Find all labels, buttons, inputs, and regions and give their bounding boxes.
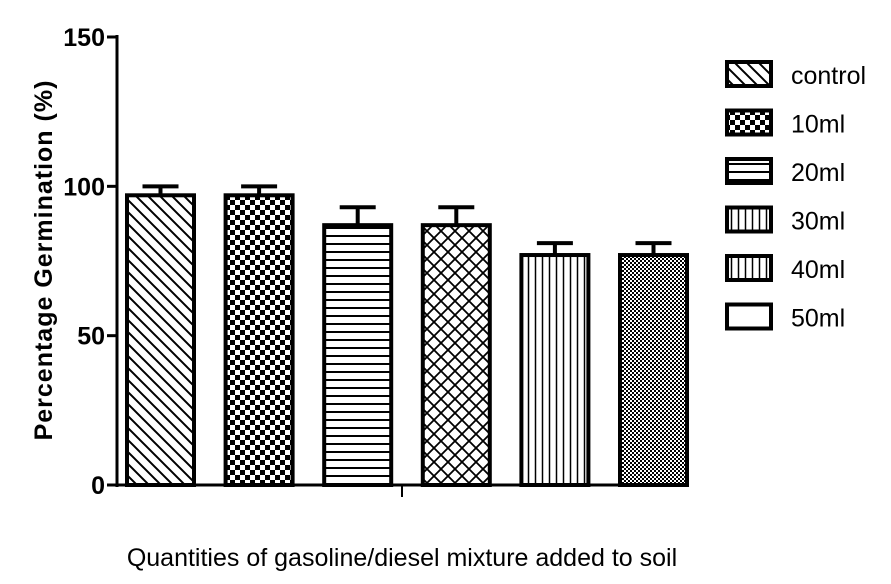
y-tick-label-50: 50 (77, 323, 105, 351)
bar-50ml (618, 253, 689, 487)
legend-swatch-10ml (725, 108, 773, 137)
bar-30ml (420, 223, 492, 487)
legend-label-10ml: 10ml (791, 111, 845, 139)
legend-label-50ml: 50ml (791, 305, 845, 333)
legend-swatch-50ml (725, 302, 773, 331)
y-axis-label: Percentage Germination (%) (30, 80, 58, 441)
y-tick-label-150: 150 (63, 24, 105, 52)
bar-40ml (519, 253, 591, 487)
y-tick-label-100: 100 (63, 173, 105, 201)
legend-label-20ml: 20ml (791, 159, 845, 187)
plot-area: 0 50 100 150 (63, 24, 689, 500)
legend-swatch-30ml (725, 205, 773, 234)
legend-label-30ml: 30ml (791, 208, 845, 236)
bar-control (125, 193, 196, 487)
x-axis-label: Quantities of gasoline/diesel mixture ad… (127, 544, 677, 572)
legend-swatch-20ml (725, 157, 773, 185)
bar-10ml (223, 193, 295, 487)
y-tick-label-0: 0 (91, 472, 105, 500)
legend: control 10ml 20ml 30ml 40ml 50ml (725, 60, 866, 333)
legend-swatch-control (725, 60, 773, 88)
legend-label-40ml: 40ml (791, 256, 845, 284)
legend-label-control: control (791, 62, 866, 90)
legend-swatch-40ml (725, 254, 773, 282)
bar-20ml (322, 223, 394, 487)
